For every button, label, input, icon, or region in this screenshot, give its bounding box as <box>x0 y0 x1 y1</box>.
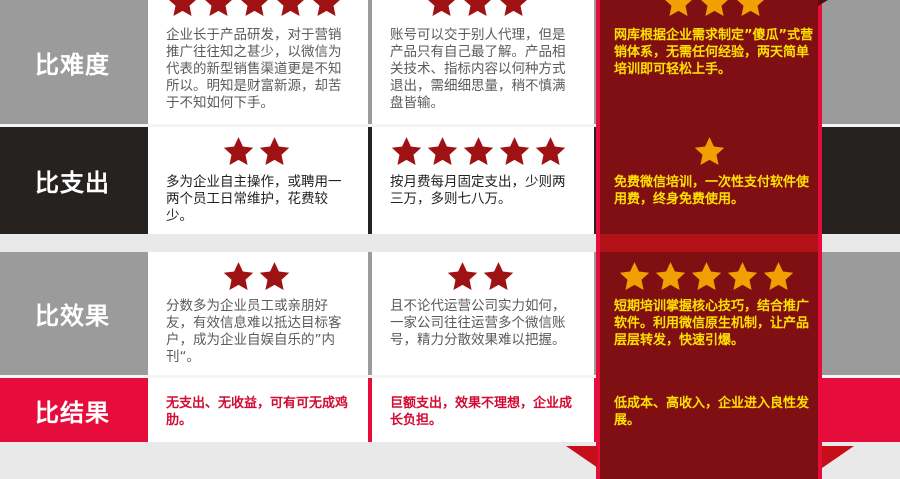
star-icon <box>169 0 196 16</box>
cell-difficulty-col2 <box>372 0 594 124</box>
star-icon <box>464 0 491 16</box>
star-icon <box>241 0 268 16</box>
star-icon <box>499 137 530 165</box>
cost-col1-text: 多为企业自主操作，或聘用一两个员工日常维护，花费较少。 <box>166 174 342 224</box>
result-col1-text: 无支出、无收益，可有可无成鸡肋。 <box>166 396 349 428</box>
cell-result-col2 <box>372 378 594 442</box>
rating-effect-col3 <box>618 260 795 293</box>
star-icon <box>428 0 455 16</box>
highlight-ribbon-right <box>822 446 854 468</box>
row-label-difficulty: 比难度 <box>35 50 110 79</box>
result-col2-text: 巨额支出，效果不理想，企业成长负担。 <box>390 396 573 428</box>
star-icon <box>223 137 254 165</box>
star-icon <box>665 0 692 16</box>
difficulty-col1-text: 企业长于产品研发，对于营销推广往往知之甚少，以微信为代表的新型销售渠道更是不知所… <box>166 27 342 111</box>
rating-cost-col1 <box>222 135 291 168</box>
side-strip <box>822 378 900 442</box>
cost-col3-text: 免费微信培训，一次性支付软件使用费，终身免费使用。 <box>614 175 810 207</box>
rating-difficulty-col2 <box>425 0 530 19</box>
cell-cost-col1 <box>148 127 368 234</box>
row-label-cost: 比支出 <box>35 169 110 197</box>
star-icon <box>691 262 722 290</box>
highlight-band-cost <box>600 234 818 252</box>
result-col3-text: 低成本、高收入，企业进入良性发展。 <box>614 396 810 428</box>
star-icon <box>463 137 494 165</box>
side-strip <box>822 127 900 234</box>
rating-difficulty-col1 <box>166 0 343 19</box>
row-divider <box>0 124 900 127</box>
star-icon <box>483 262 514 290</box>
star-icon <box>427 137 458 165</box>
star-icon <box>763 262 794 290</box>
effect-col1-text: 分数多为企业员工或亲朋好友，有效信息难以抵达目标客户，成为企业自娱自乐的”内刊“… <box>166 298 342 365</box>
star-icon <box>694 137 725 165</box>
star-icon <box>500 0 527 16</box>
difficulty-col2-text: 账号可以交于别人代理，但是产品只有自己最了解。产品相关技术、指标内容以何种方式退… <box>390 27 566 111</box>
star-icon <box>655 262 686 290</box>
star-icon <box>619 262 650 290</box>
star-icon <box>535 137 566 165</box>
rating-effect-col1 <box>222 260 291 293</box>
rating-effect-col2 <box>446 260 515 293</box>
row-divider <box>0 375 900 378</box>
highlight-ribbon-left <box>566 446 598 468</box>
effect-col2-text: 且不论代运营公司实力如何，一家公司往往运营多个微信账号，精力分散效果难以把握。 <box>390 298 566 348</box>
star-icon <box>259 137 290 165</box>
cost-col2-text: 按月费每月固定支出，少则两三万，多则七八万。 <box>390 174 566 207</box>
difficulty-col3-text: 网库根据企业需求制定”傻瓜”式营销体系，无需任何经验，两天简单培训即可轻松上手。 <box>614 28 814 77</box>
cell-effect-col2 <box>372 252 594 375</box>
row-label-effect: 比效果 <box>35 302 110 330</box>
side-strip <box>822 252 900 375</box>
star-icon <box>727 262 758 290</box>
effect-col3-text: 短期培训掌握核心技巧，结合推广软件。利用微信原生机制，让产品层层转发，快速引爆。 <box>614 299 810 348</box>
star-icon <box>277 0 304 16</box>
star-icon <box>205 0 232 16</box>
side-strip <box>822 0 900 124</box>
cell-difficulty-col1 <box>148 0 368 124</box>
rating-cost-col2 <box>390 135 567 168</box>
star-icon <box>223 262 254 290</box>
rating-cost-col3 <box>693 135 726 168</box>
star-icon <box>259 262 290 290</box>
highlight-fold-top <box>818 0 828 6</box>
star-icon <box>447 262 478 290</box>
star-icon <box>701 0 728 16</box>
star-icon <box>737 0 764 16</box>
cell-effect-col1 <box>148 252 368 375</box>
star-icon <box>313 0 340 16</box>
row-label-result: 比结果 <box>35 398 110 427</box>
star-icon <box>391 137 422 165</box>
cell-result-col1 <box>148 378 368 442</box>
rating-difficulty-col3 <box>662 0 767 19</box>
